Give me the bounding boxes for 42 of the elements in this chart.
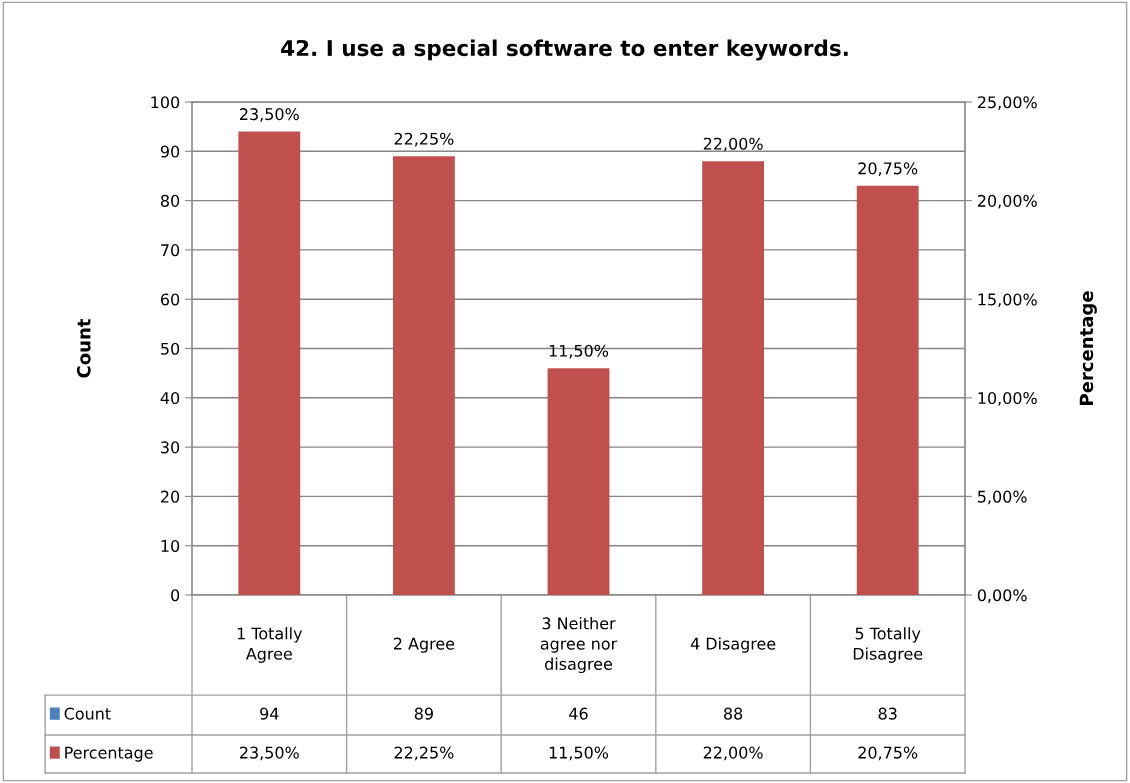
text: 88 xyxy=(724,707,743,720)
y-tick-label: 90 xyxy=(160,145,180,158)
y2-tick-label: 15,00% xyxy=(978,293,1037,308)
chart-title: 42. I use a special software to enter keywords. xyxy=(281,39,848,61)
y-axis-title: Count xyxy=(77,318,91,378)
data-label: 23,50% xyxy=(240,746,299,761)
x-tick-label: 5 Totally Disagree xyxy=(853,627,923,663)
y-tick-label: 20 xyxy=(161,490,180,503)
y-tick-label: 70 xyxy=(161,244,180,257)
text: 23,50% xyxy=(240,108,299,122)
text: 46 xyxy=(569,707,588,720)
x-tick-label: 2 Agree xyxy=(393,637,455,653)
text: 83 xyxy=(878,707,897,720)
y-tick-label: 60 xyxy=(160,293,180,306)
data-label: 20,75% xyxy=(858,746,918,761)
y2-tick-label: 20,00% xyxy=(977,194,1037,209)
y2-tick-label: 10,00% xyxy=(978,392,1037,406)
text: 89 xyxy=(414,707,433,720)
y-tick-label: 80 xyxy=(160,194,180,207)
y-tick-label: 30 xyxy=(161,441,180,454)
y2-tick-label: 0,00% xyxy=(977,589,1027,603)
text: 22,00% xyxy=(703,137,763,152)
text: 22,25% xyxy=(394,132,454,147)
text: 20,75% xyxy=(858,162,918,177)
data-label: 22,00% xyxy=(703,746,763,761)
data-label: 22,25% xyxy=(394,746,454,761)
text: 11,50% xyxy=(549,344,609,359)
y-tick-label: 40 xyxy=(160,392,180,405)
legend-label: Percentage xyxy=(65,746,153,762)
y-tick-label: 10 xyxy=(161,539,180,552)
x-tick-label: 1 Totally Agree xyxy=(237,627,303,663)
y-tick-label: 50 xyxy=(161,342,180,355)
x-tick-label: 4 Disagree xyxy=(690,637,776,653)
y2-tick-label: 5,00% xyxy=(978,490,1027,505)
y-tick-label: 0 xyxy=(171,589,180,602)
x-tick-label: 3 Neither agree nor disagree xyxy=(540,617,618,674)
y2-axis-title: Percentage xyxy=(1079,291,1097,405)
text: 94 xyxy=(260,707,279,720)
y-tick-label: 100 xyxy=(151,96,180,109)
y2-tick-label: 25,00% xyxy=(977,96,1037,110)
data-label: 11,50% xyxy=(549,746,609,761)
legend-label: Count xyxy=(64,707,111,720)
